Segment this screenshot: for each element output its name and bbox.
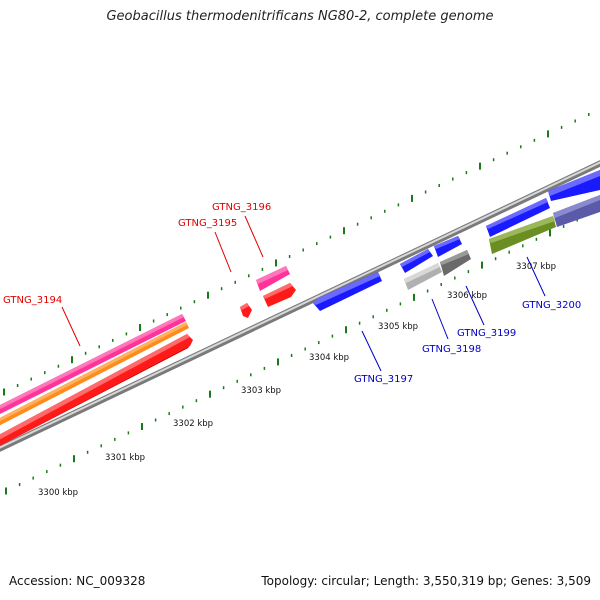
scale-label-3302: 3302 kbp bbox=[173, 419, 213, 429]
map-title: Geobacillus thermodenitrificans NG80-2, … bbox=[106, 9, 494, 24]
scale-label-3305: 3305 kbp bbox=[378, 322, 418, 332]
feature-GTNG_3199-gray[interactable] bbox=[440, 250, 471, 276]
scale-label-3306: 3306 kbp bbox=[447, 291, 487, 301]
gene-label-GTNG_3198[interactable]: GTNG_3198 bbox=[422, 344, 481, 355]
feature-GTNG_3200-blue[interactable] bbox=[486, 198, 550, 237]
feature-GTNG_3199-blue[interactable] bbox=[434, 236, 462, 257]
scale-label-3300: 3300 kbp bbox=[38, 488, 78, 498]
scale-ticks bbox=[3, 113, 592, 495]
scale-label-3307: 3307 kbp bbox=[516, 262, 556, 272]
scale-label-3304: 3304 kbp bbox=[309, 353, 349, 363]
backbone bbox=[0, 160, 600, 452]
accession-text: Accession: NC_009328 bbox=[9, 574, 146, 588]
feature-stripe-pink bbox=[0, 314, 186, 414]
feature-slate-edge[interactable] bbox=[553, 195, 600, 227]
callout-lines bbox=[61, 215, 546, 372]
gene-label-GTNG_3195[interactable]: GTNG_3195 bbox=[178, 218, 237, 229]
gene-label-GTNG_3194[interactable]: GTNG_3194 bbox=[3, 295, 62, 306]
gene-label-GTNG_3197[interactable]: GTNG_3197 bbox=[354, 374, 413, 385]
feature-GTNG_3200-olive[interactable] bbox=[489, 216, 556, 254]
feature-GTNG_3198-blue[interactable] bbox=[400, 249, 433, 273]
genome-stats-text: Topology: circular; Length: 3,550,319 bp… bbox=[261, 574, 591, 588]
feature-GTNG_3197[interactable] bbox=[313, 272, 382, 311]
gene-label-GTNG_3199[interactable]: GTNG_3199 bbox=[457, 328, 516, 339]
feature-GTNG_3195[interactable] bbox=[240, 303, 252, 318]
feature-GTNG_3196-pink[interactable] bbox=[256, 266, 290, 291]
gene-label-GTNG_3196[interactable]: GTNG_3196 bbox=[212, 202, 271, 213]
gene-label-GTNG_3200[interactable]: GTNG_3200 bbox=[522, 300, 581, 311]
scale-label-3303: 3303 kbp bbox=[241, 386, 281, 396]
feature-GTNG_3194[interactable] bbox=[0, 334, 193, 452]
feature-blue-edge[interactable] bbox=[548, 170, 600, 201]
feature-GTNG_3196-red[interactable] bbox=[263, 283, 296, 307]
feature-stripe-orange bbox=[0, 322, 189, 426]
feature-GTNG_3198-gray[interactable] bbox=[404, 263, 442, 290]
scale-label-3301: 3301 kbp bbox=[105, 453, 145, 463]
